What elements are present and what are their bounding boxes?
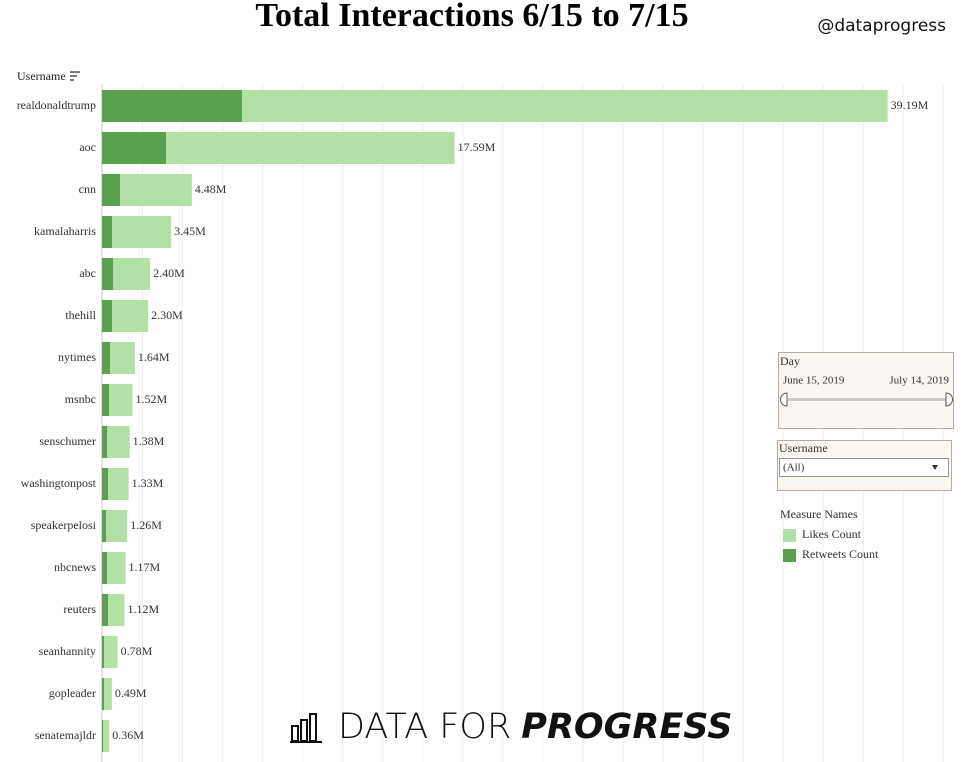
total-label: 2.40M <box>153 266 185 280</box>
dropdown[interactable] <box>779 458 949 477</box>
bar-segment <box>102 552 108 584</box>
legend-swatch <box>783 549 796 562</box>
total-label: 1.38M <box>133 434 165 448</box>
bar-segment <box>108 468 129 500</box>
day-filter <box>778 352 954 429</box>
bar-segment <box>102 510 107 542</box>
credit: @dataprogress <box>817 16 946 36</box>
category-label: nbcnews <box>54 560 96 574</box>
bar-segment <box>102 216 113 248</box>
total-label: 2.30M <box>151 308 183 322</box>
total-label: 1.26M <box>130 518 162 532</box>
bar-segment <box>102 174 121 206</box>
legend-title: Measure Names <box>780 507 858 521</box>
bar-segment <box>102 132 167 164</box>
category-label: abc <box>79 266 96 280</box>
chart-title: Total Interactions 6/15 to 7/15 <box>255 0 688 34</box>
legend-swatch <box>783 529 796 542</box>
category-label: aoc <box>79 140 96 154</box>
bar-segment <box>102 90 243 122</box>
legend-label: Retweets Count <box>802 547 879 561</box>
bar-segment <box>102 720 104 752</box>
bar-segment <box>106 510 128 542</box>
bar-segment <box>102 426 108 458</box>
category-label: realdonaldtrump <box>17 98 96 112</box>
day-filter-title: Day <box>780 354 800 368</box>
logo-part2: PROGRESS <box>521 707 732 747</box>
bar-segment <box>112 300 149 332</box>
day-end: July 14, 2019 <box>889 375 949 387</box>
bar-segment <box>102 468 109 500</box>
total-label: 1.17M <box>128 560 160 574</box>
total-label: 3.45M <box>174 224 206 238</box>
sort-icon[interactable] <box>70 71 80 81</box>
bar-segment <box>112 216 172 248</box>
slider-handle[interactable] <box>780 392 788 407</box>
category-label: cnn <box>79 182 96 196</box>
total-label: 1.52M <box>135 392 167 406</box>
total-label: 1.64M <box>138 350 170 364</box>
legend-label: Likes Count <box>802 527 862 541</box>
bar-segment <box>113 258 151 290</box>
bar-segment <box>102 678 105 710</box>
slider-handle[interactable] <box>945 392 953 407</box>
bar-segment <box>102 594 109 626</box>
bar-segment <box>102 300 113 332</box>
category-label: thehill <box>65 308 96 322</box>
bar-segment <box>102 384 110 416</box>
category-label: kamalaharris <box>34 224 96 238</box>
bar-segment <box>108 594 125 626</box>
category-header: Username <box>17 69 66 83</box>
logo-icon <box>290 713 322 743</box>
category-label: gopleader <box>49 686 96 700</box>
total-label: 0.78M <box>121 644 153 658</box>
bar-segment <box>107 552 126 584</box>
username-filter-title: Username <box>779 441 828 455</box>
total-label: 39.19M <box>891 98 929 112</box>
total-label: 4.48M <box>195 182 227 196</box>
category-label: seanhannity <box>39 644 96 658</box>
category-label: reuters <box>63 602 96 616</box>
category-label: washingtonpost <box>21 476 97 490</box>
total-label: 1.12M <box>127 602 159 616</box>
category-label: msnbc <box>65 392 96 406</box>
category-label: speakerpelosi <box>31 518 97 532</box>
dropdown-arrow <box>932 465 938 470</box>
logo-part1: DATA FOR <box>338 707 511 747</box>
bar-segment <box>102 342 111 374</box>
category-label: senatemajldr <box>35 728 96 742</box>
bar-segment <box>110 342 135 374</box>
bar-segment <box>102 258 114 290</box>
bar-segment <box>242 90 888 122</box>
dropdown-value: (All) <box>783 462 805 474</box>
category-label: nytimes <box>58 350 96 364</box>
bar-segment <box>109 384 133 416</box>
logo-text: DATA FOR PROGRESS <box>338 707 732 747</box>
bar-segment <box>102 636 105 668</box>
total-label: 1.33M <box>132 476 164 490</box>
total-label: 17.59M <box>458 140 496 154</box>
bar-segment <box>107 426 130 458</box>
total-label: 0.36M <box>112 728 144 742</box>
total-label: 0.49M <box>115 686 147 700</box>
day-start: June 15, 2019 <box>783 375 845 387</box>
bar-segment <box>104 636 118 668</box>
bar-segment <box>104 678 112 710</box>
bar-segment <box>120 174 192 206</box>
category-label: senschumer <box>39 434 96 448</box>
bar-segment <box>103 720 110 752</box>
bar-segment <box>166 132 455 164</box>
